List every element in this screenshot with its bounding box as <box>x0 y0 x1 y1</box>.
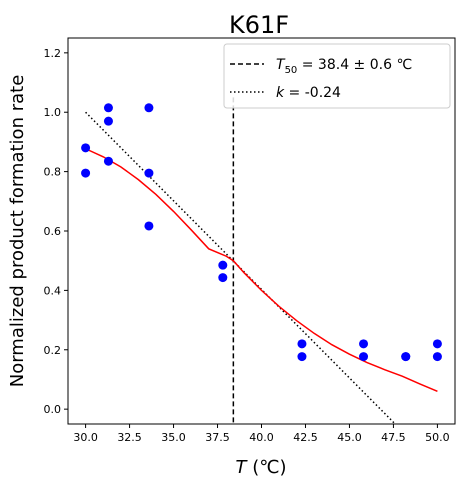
y-tick-label: 0.6 <box>44 225 62 238</box>
x-tick-label: 47.5 <box>381 431 406 444</box>
data-point <box>297 339 307 349</box>
y-axis-label: Normalized product formation rate <box>7 75 28 388</box>
legend-label-k: k = -0.24 <box>276 85 341 101</box>
data-point <box>297 352 307 362</box>
y-tick-label: 0.8 <box>44 166 62 179</box>
fit-curve <box>85 148 438 393</box>
y-axis: 0.0 0.2 0.4 0.6 0.8 1.0 1.2 <box>44 47 68 416</box>
data-point <box>103 116 113 126</box>
data-point <box>144 168 154 178</box>
data-point <box>81 143 91 153</box>
data-point <box>359 352 369 362</box>
x-tick-label: 50.0 <box>425 431 450 444</box>
data-point <box>218 260 228 270</box>
x-tick-label: 40.0 <box>249 431 274 444</box>
data-point <box>401 352 411 362</box>
data-point <box>432 339 442 349</box>
x-tick-label: 30.0 <box>73 431 98 444</box>
chart-title: K61F <box>229 11 289 39</box>
y-tick-label: 0.0 <box>44 403 62 416</box>
data-point <box>432 352 442 362</box>
y-tick-label: 1.0 <box>44 106 62 119</box>
data-point <box>218 273 228 283</box>
data-point <box>144 103 154 113</box>
data-point <box>144 221 154 231</box>
x-tick-label: 45.0 <box>337 431 362 444</box>
legend-label-t50: T50 = 38.4 ± 0.6 ℃ <box>276 57 412 76</box>
data-point <box>103 156 113 166</box>
y-tick-label: 0.4 <box>44 284 62 297</box>
x-tick-label: 35.0 <box>161 431 186 444</box>
data-point <box>359 339 369 349</box>
y-tick-label: 1.2 <box>44 47 62 60</box>
slope-line <box>85 111 396 425</box>
y-tick-label: 0.2 <box>44 344 62 357</box>
legend-box <box>223 43 451 109</box>
x-tick-label: 37.5 <box>205 431 230 444</box>
data-point <box>103 103 113 113</box>
legend: T50 = 38.4 ± 0.6 ℃ k = -0.24 <box>223 43 451 109</box>
x-tick-label: 32.5 <box>117 431 142 444</box>
data-point <box>81 168 91 178</box>
x-tick-label: 42.5 <box>293 431 318 444</box>
x-axis-label: T (℃) <box>236 457 287 478</box>
x-axis: 30.0 32.5 35.0 37.5 40.0 42.5 45.0 47.5 50.0 <box>73 424 450 444</box>
